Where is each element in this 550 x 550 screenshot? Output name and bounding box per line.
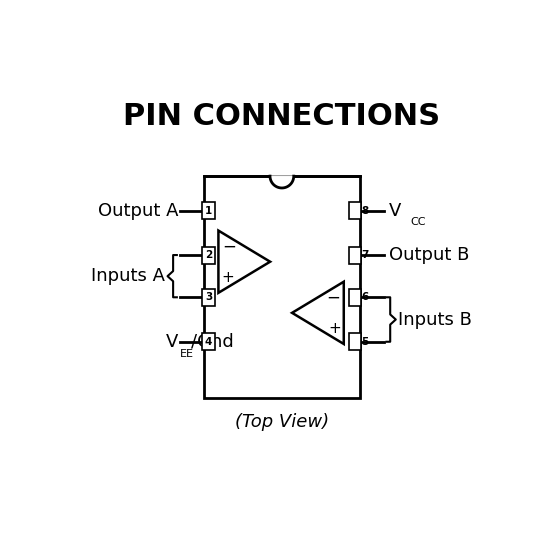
Bar [202,202,215,219]
Polygon shape [292,282,344,344]
Text: 5: 5 [362,337,369,346]
Text: CC: CC [411,217,426,227]
Text: 8: 8 [362,206,369,216]
Text: PIN CONNECTIONS: PIN CONNECTIONS [123,102,441,131]
Text: +: + [328,321,341,336]
Bar [349,246,361,263]
Text: 2: 2 [205,250,212,260]
Bar [202,246,215,263]
Text: Output A: Output A [97,201,178,219]
Polygon shape [218,230,270,293]
Text: +: + [221,270,234,285]
Text: /Gnd: /Gnd [191,333,234,351]
Text: 7: 7 [361,250,369,260]
Bar [204,176,360,398]
Text: 3: 3 [205,292,212,302]
Bar [349,289,361,306]
Text: 6: 6 [362,292,369,302]
Bar [202,289,215,306]
Text: V: V [166,333,178,351]
Bar [202,333,215,350]
Text: EE: EE [180,349,194,359]
Text: 1: 1 [205,206,212,216]
Text: V: V [389,201,401,219]
Text: −: − [222,237,236,255]
Text: Inputs A: Inputs A [91,267,166,285]
Text: Inputs B: Inputs B [398,311,472,328]
Text: Output B: Output B [389,246,469,264]
Text: (Top View): (Top View) [235,412,329,431]
Text: 4: 4 [205,337,212,346]
Bar [349,333,361,350]
Bar [349,202,361,219]
Polygon shape [270,176,294,188]
Text: −: − [326,288,340,306]
